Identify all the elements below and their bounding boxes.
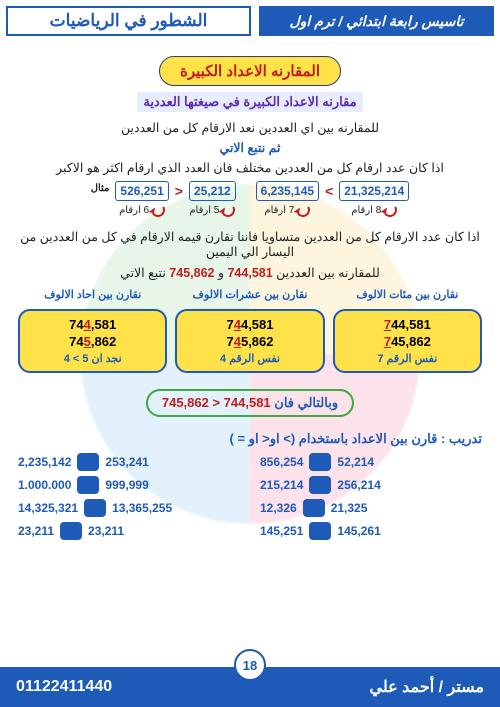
- result-pill: وبالتالي فان 745,862 > 744,581: [146, 389, 354, 417]
- exercise-cell: 12,32621,325: [260, 499, 482, 517]
- arrow-icon: [295, 201, 312, 218]
- exercise-cell: 856,25452,214: [260, 453, 482, 471]
- compare-headers: نقارن بين مئات الالوف نقارن بين عشرات ال…: [18, 288, 482, 301]
- compare-box-1: 744,581 745,862 نفس الرقم 7: [333, 309, 482, 373]
- phone-number: 01122411440: [16, 678, 112, 696]
- exercise-title: تدريب : قارن بين الاعداد باستخدام (> او<…: [18, 431, 482, 447]
- answer-box[interactable]: [84, 499, 106, 517]
- example-num-3: 6,235,145 7 ارقام: [256, 181, 319, 217]
- arrow-icon: [220, 201, 237, 218]
- compare-box-2: 744,581 745,862 نفس الرقم 4: [175, 309, 324, 373]
- compare-op-2: >: [325, 183, 333, 199]
- teacher-name: مستر / أحمد علي: [370, 677, 484, 697]
- compare-op-1: <: [175, 183, 183, 199]
- example-label: مثال: [91, 183, 110, 194]
- rule-2: اذا كان عدد الارقام كل من العددين متساوي…: [18, 229, 482, 259]
- answer-box[interactable]: [309, 522, 331, 540]
- lesson-subtitle: مقارنه الاعداد الكبيرة في صيغتها العددية: [137, 92, 362, 112]
- answer-box[interactable]: [77, 476, 99, 494]
- exercise-cell: 23,21123,211: [18, 522, 240, 540]
- exercise-cell: 14,325,32113,365,255: [18, 499, 240, 517]
- compare-boxes: 744,581 745,862 نفس الرقم 7 744,581 745,…: [18, 309, 482, 373]
- compare-prompt: للمقارنه بين العددين 744,581 و 745,862 ن…: [18, 265, 482, 280]
- header-grade-banner: تاسيس رابعة ابتدائي / ترم اول: [259, 6, 494, 36]
- page-number: 18: [234, 649, 266, 681]
- answer-box[interactable]: [77, 453, 99, 471]
- rule-1: اذا كان عدد ارقام كل من العددين مختلف فا…: [18, 160, 482, 175]
- answer-box[interactable]: [60, 522, 82, 540]
- example-row: مثال 526,251 6 ارقام < 25,212 5 ارقام 6,…: [18, 181, 482, 217]
- example-num-2: 25,212 5 ارقام: [189, 181, 236, 217]
- compare-box-3: 744,581 745,862 نجد ان 5 > 4: [18, 309, 167, 373]
- page-content: المقارنه الاعداد الكبيرة مقارنه الاعداد …: [0, 56, 500, 540]
- answer-box[interactable]: [303, 499, 325, 517]
- answer-box[interactable]: [309, 453, 331, 471]
- example-num-1: 526,251 6 ارقام: [115, 181, 168, 217]
- exercise-cell: 145,251145,261: [260, 522, 482, 540]
- exercise-grid: 856,25452,214 2,235,142253,241 215,214256,…: [18, 453, 482, 540]
- arrow-icon: [382, 201, 399, 218]
- example-num-4: 21,325,214 8 ارقام: [339, 181, 409, 217]
- answer-box[interactable]: [309, 476, 331, 494]
- lesson-title: المقارنه الاعداد الكبيرة: [159, 56, 341, 86]
- header-series-banner: الشطور في الرياضيات: [6, 6, 251, 36]
- intro-line-1: للمقارنه بين اي العددين نعد الارقام كل م…: [18, 120, 482, 135]
- exercise-cell: 1.000.000999,999: [18, 476, 240, 494]
- exercise-cell: 2,235,142253,241: [18, 453, 240, 471]
- intro-line-2: ثم نتبع الاتي: [18, 140, 482, 155]
- exercise-cell: 215,214256,214: [260, 476, 482, 494]
- arrow-icon: [150, 201, 167, 218]
